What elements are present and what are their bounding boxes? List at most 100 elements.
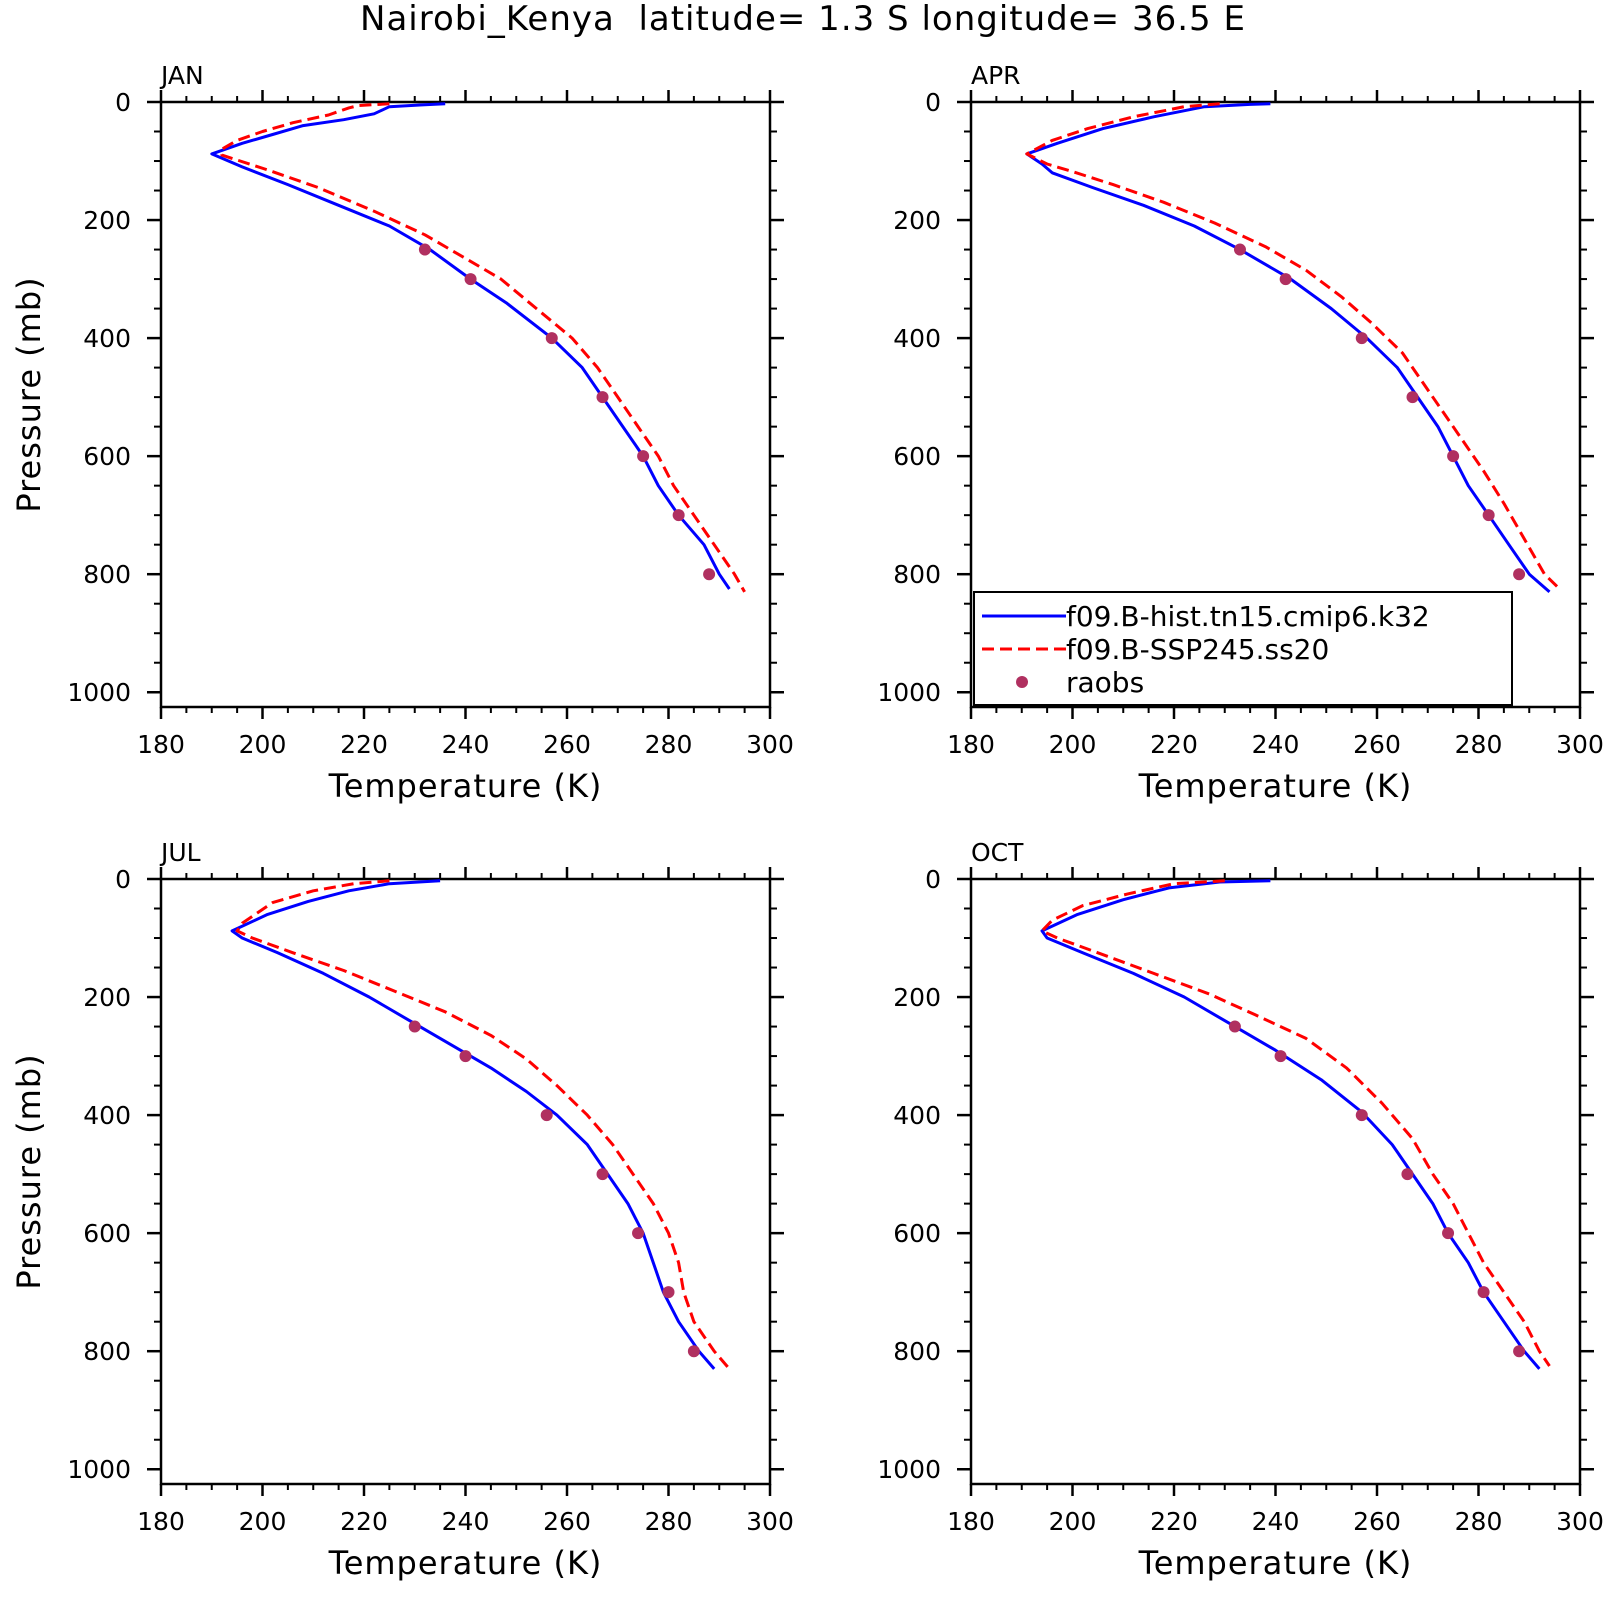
raobs-point	[672, 509, 685, 522]
x-tick-label: 240	[442, 730, 490, 759]
y-tick-label: 400	[83, 1101, 131, 1130]
series-line-ssp245	[220, 102, 746, 593]
y-tick-label: 400	[893, 1101, 941, 1130]
x-tick-label: 260	[543, 730, 591, 759]
raobs-point	[632, 1227, 645, 1240]
panel-oct-frame	[969, 877, 1582, 1486]
y-tick-label: 600	[83, 442, 131, 471]
raobs-point	[596, 1168, 609, 1181]
x-tick-label: 180	[137, 730, 185, 759]
raobs-point	[1233, 243, 1246, 256]
x-tick-label: 200	[239, 730, 287, 759]
legend-label: f09.B-hist.tn15.cmip6.k32	[1066, 600, 1430, 633]
x-tick-label: 200	[1049, 730, 1097, 759]
series-line-ssp245	[235, 879, 731, 1370]
x-axis-title: Temperature (K)	[328, 767, 603, 805]
panel-title: JUL	[159, 838, 201, 867]
y-tick-label: 0	[925, 88, 941, 117]
x-tick-label: 220	[1150, 730, 1198, 759]
y-tick-label: 1000	[877, 678, 941, 707]
x-tick-label: 300	[1556, 1507, 1604, 1536]
raobs-point	[596, 391, 609, 404]
y-tick-label: 600	[893, 442, 941, 471]
raobs-point	[540, 1109, 553, 1122]
legend-marker-raobs	[1016, 676, 1028, 688]
series-line-hist	[210, 102, 731, 590]
y-tick-label: 200	[83, 206, 131, 235]
raobs-point	[1279, 273, 1292, 286]
y-tick-label: 200	[893, 983, 941, 1012]
y-tick-label: 800	[83, 1337, 131, 1366]
x-tick-label: 200	[1049, 1507, 1097, 1536]
y-tick-label: 400	[893, 324, 941, 353]
raobs-point	[1355, 1109, 1368, 1122]
raobs-point	[1406, 391, 1419, 404]
y-tick-label: 0	[115, 865, 131, 894]
x-tick-label: 220	[340, 730, 388, 759]
legend-label: f09.B-SSP245.ss20	[1066, 633, 1329, 666]
y-axis-title: Pressure (mb)	[10, 276, 48, 512]
x-tick-label: 240	[1252, 730, 1300, 759]
y-tick-label: 1000	[67, 1455, 131, 1484]
raobs-point	[408, 1020, 421, 1033]
x-tick-label: 260	[1353, 1507, 1401, 1536]
x-axis-title: Temperature (K)	[328, 1544, 603, 1582]
panel-jan-frame	[159, 100, 772, 709]
series-line-ssp245	[1040, 879, 1551, 1367]
raobs-point	[1482, 509, 1495, 522]
raobs-point	[464, 273, 477, 286]
x-tick-label: 240	[442, 1507, 490, 1536]
x-tick-label: 180	[947, 730, 995, 759]
x-axis-title: Temperature (K)	[1138, 767, 1413, 805]
y-tick-label: 1000	[877, 1455, 941, 1484]
panels-group: 180 200 220 240 260 280 300 0 200 400 600 800 1000 JA…	[10, 61, 1604, 1582]
legend-label: raobs	[1066, 666, 1144, 699]
y-axis-title: Pressure (mb)	[10, 1053, 48, 1289]
y-tick-label: 800	[893, 1337, 941, 1366]
raobs-point	[1447, 450, 1460, 463]
y-tick-label: 0	[925, 865, 941, 894]
raobs-point	[1274, 1050, 1287, 1063]
x-tick-label: 280	[1455, 1507, 1503, 1536]
y-tick-label: 800	[893, 560, 941, 589]
raobs-point	[687, 1345, 700, 1358]
raobs-point	[1355, 332, 1368, 345]
raobs-point	[1477, 1286, 1490, 1299]
y-tick-label: 0	[115, 88, 131, 117]
panel-jul: 180 200 220 240 260 280 300 0 200 400 600 800 1000 JU…	[10, 838, 794, 1582]
x-tick-label: 300	[746, 1507, 794, 1536]
raobs-point	[1513, 1345, 1526, 1358]
raobs-point	[545, 332, 558, 345]
y-tick-label: 1000	[67, 678, 131, 707]
x-tick-label: 180	[947, 1507, 995, 1536]
raobs-point	[1228, 1020, 1241, 1033]
legend: f09.B-hist.tn15.cmip6.k32f09.B-SSP245.ss…	[973, 591, 1513, 706]
x-axis-title: Temperature (K)	[1138, 1544, 1413, 1582]
x-tick-label: 280	[645, 730, 693, 759]
y-tick-label: 400	[83, 324, 131, 353]
panel-oct: 180 200 220 240 260 280 300 0 200 400 600 800 1000 OC…	[877, 838, 1603, 1582]
panel-jan: 180 200 220 240 260 280 300 0 200 400 600 800 1000 JA…	[10, 61, 794, 805]
figure-title: Nairobi_Kenya latitude= 1.3 S longitude=…	[360, 0, 1246, 39]
y-tick-label: 600	[893, 1219, 941, 1248]
x-tick-label: 200	[239, 1507, 287, 1536]
panel-title: APR	[971, 61, 1021, 90]
x-tick-label: 220	[340, 1507, 388, 1536]
series-line-ssp245	[1025, 102, 1561, 591]
raobs-point	[1401, 1168, 1414, 1181]
y-tick-label: 200	[83, 983, 131, 1012]
y-tick-label: 600	[83, 1219, 131, 1248]
raobs-point	[637, 450, 650, 463]
raobs-point	[459, 1050, 472, 1063]
y-tick-label: 200	[893, 206, 941, 235]
panel-jul-frame	[159, 877, 772, 1486]
x-tick-label: 260	[543, 1507, 591, 1536]
x-tick-label: 300	[1556, 730, 1604, 759]
y-tick-label: 800	[83, 560, 131, 589]
x-tick-label: 280	[1455, 730, 1503, 759]
series-line-hist	[1040, 879, 1541, 1370]
panel-apr: 180 200 220 240 260 280 300 0 200 400 600 800 1000 AP…	[877, 61, 1603, 805]
raobs-point	[418, 243, 431, 256]
x-tick-label: 180	[137, 1507, 185, 1536]
